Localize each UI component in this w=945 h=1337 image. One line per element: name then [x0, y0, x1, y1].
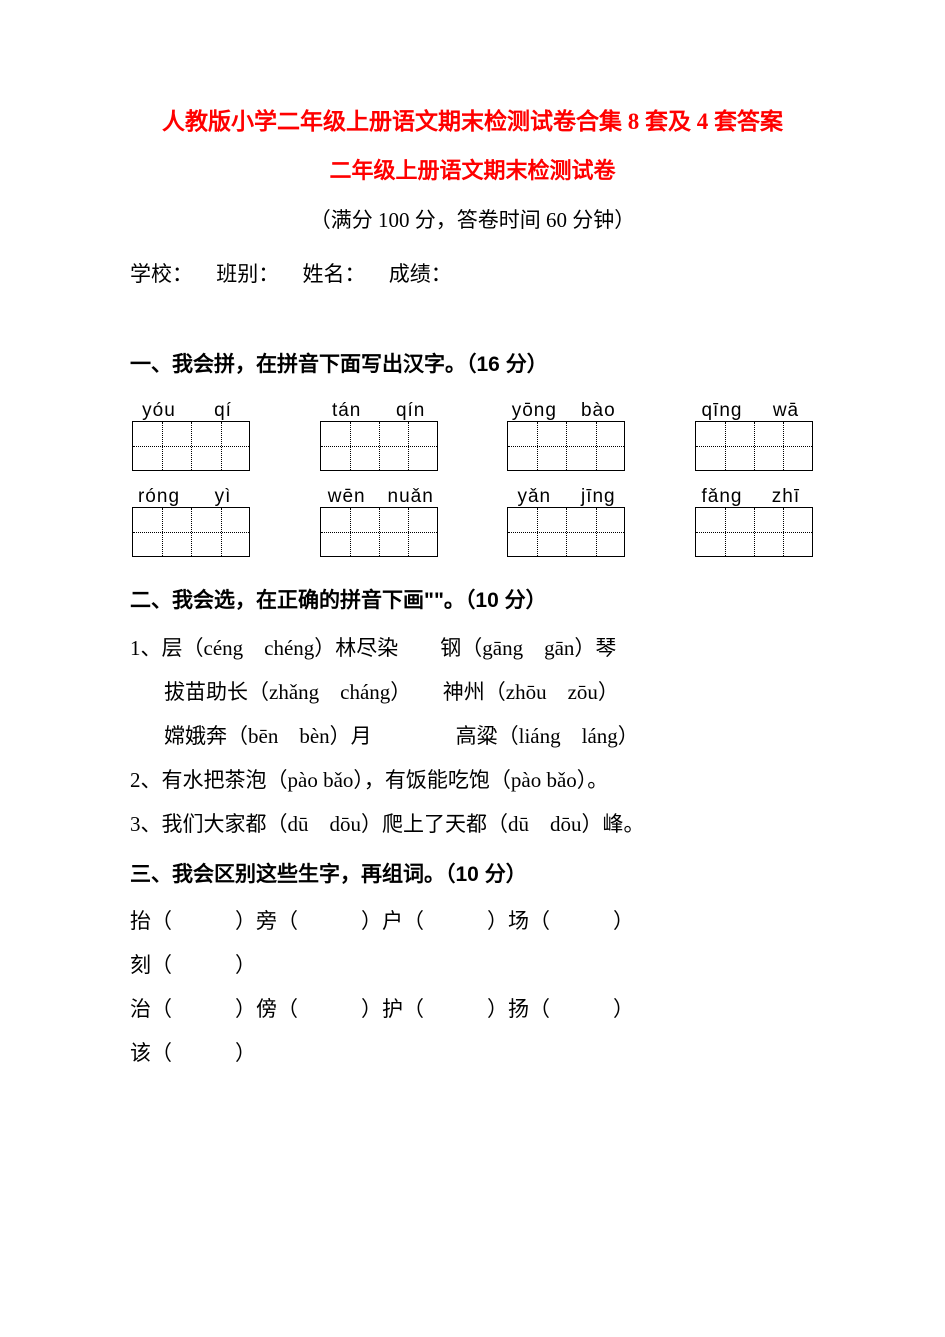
- syllable: zhī: [761, 479, 811, 505]
- syllable: yóu: [134, 393, 184, 419]
- pinyin-group: tán qín: [320, 393, 438, 471]
- syllable: wā: [761, 393, 811, 419]
- pinyin-group: yōng bào: [507, 393, 625, 471]
- pinyin-label: qīng wā: [697, 393, 811, 419]
- q3-line: 刻（ ）: [130, 946, 815, 986]
- section-2-title: 二、我会选，在正确的拼音下画""。（10 分）: [130, 581, 815, 621]
- pinyin-label: fǎng zhī: [697, 479, 811, 505]
- char-boxes: [695, 507, 813, 557]
- pinyin-row-2: róng yì wēn nuǎn yǎn jīng fǎng zhī: [130, 479, 815, 557]
- q2-line: 1、层（céng chéng）林尽染 钢（gāng gān）琴: [130, 629, 815, 669]
- syllable: yōng: [509, 393, 559, 419]
- q3-line: 该（ ）: [130, 1034, 815, 1074]
- char-boxes: [507, 507, 625, 557]
- char-boxes: [132, 507, 250, 557]
- field-class: 班别：: [216, 262, 279, 286]
- q2-line: 3、我们大家都（dū dōu）爬上了天都（dū dōu）峰。: [130, 805, 815, 845]
- syllable: yǎn: [509, 479, 559, 505]
- pinyin-row-1: yóu qí tán qín yōng bào qīng wā: [130, 393, 815, 471]
- pinyin-group: wēn nuǎn: [320, 479, 438, 557]
- syllable: qí: [198, 393, 248, 419]
- q3-line: 治（ ）傍（ ）护（ ）扬（ ）: [130, 990, 815, 1030]
- q2-line: 拔苗助长（zhǎng cháng） 神州（zhōu zōu）: [130, 673, 815, 713]
- pinyin-group: yǎn jīng: [507, 479, 625, 557]
- syllable: qín: [386, 393, 436, 419]
- document-sub-title: 二年级上册语文期末检测试卷: [130, 150, 815, 192]
- field-school: 学校：: [130, 262, 193, 286]
- q3-line: 抬（ ）旁（ ）户（ ）场（ ）: [130, 902, 815, 942]
- syllable: jīng: [573, 479, 623, 505]
- section-3-title: 三、我会区别这些生字，再组词。（10 分）: [130, 855, 815, 895]
- pinyin-group: róng yì: [132, 479, 250, 557]
- field-score: 成绩：: [389, 262, 452, 286]
- pinyin-group: fǎng zhī: [695, 479, 813, 557]
- syllable: tán: [322, 393, 372, 419]
- syllable: nuǎn: [386, 479, 436, 505]
- pinyin-group: yóu qí: [132, 393, 250, 471]
- char-boxes: [695, 421, 813, 471]
- document-main-title: 人教版小学二年级上册语文期末检测试卷合集 8 套及 4 套答案: [130, 100, 815, 144]
- q2-line: 嫦娥奔（bēn bèn）月 高粱（liáng láng）: [130, 717, 815, 757]
- section-1-title: 一、我会拼，在拼音下面写出汉字。（16 分）: [130, 345, 815, 385]
- syllable: bào: [573, 393, 623, 419]
- pinyin-label: wēn nuǎn: [322, 479, 436, 505]
- exam-info: （满分 100 分，答卷时间 60 分钟）: [130, 201, 815, 241]
- field-name: 姓名：: [303, 262, 366, 286]
- pinyin-label: tán qín: [322, 393, 436, 419]
- char-boxes: [132, 421, 250, 471]
- pinyin-label: yóu qí: [134, 393, 248, 419]
- syllable: róng: [134, 479, 184, 505]
- char-boxes: [507, 421, 625, 471]
- char-boxes: [320, 421, 438, 471]
- q2-line: 2、有水把茶泡（pào bǎo），有饭能吃饱（pào bǎo）。: [130, 761, 815, 801]
- syllable: fǎng: [697, 479, 747, 505]
- syllable: wēn: [322, 479, 372, 505]
- syllable: qīng: [697, 393, 747, 419]
- student-fields: 学校： 班别： 姓名： 成绩：: [130, 255, 815, 295]
- char-boxes: [320, 507, 438, 557]
- pinyin-group: qīng wā: [695, 393, 813, 471]
- pinyin-label: yǎn jīng: [509, 479, 623, 505]
- pinyin-label: yōng bào: [509, 393, 623, 419]
- pinyin-label: róng yì: [134, 479, 248, 505]
- syllable: yì: [198, 479, 248, 505]
